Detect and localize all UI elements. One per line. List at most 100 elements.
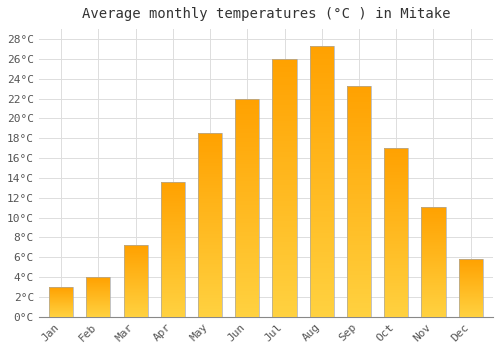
Bar — [384, 182, 408, 183]
Bar — [272, 314, 296, 317]
Bar — [160, 295, 185, 296]
Bar — [160, 236, 185, 237]
Bar — [235, 101, 260, 103]
Bar — [422, 233, 446, 234]
Bar — [458, 265, 483, 266]
Bar — [272, 214, 296, 216]
Bar — [422, 235, 446, 236]
Bar — [422, 274, 446, 275]
Bar — [160, 293, 185, 294]
Bar — [160, 233, 185, 235]
Bar — [347, 243, 371, 245]
Bar — [86, 313, 110, 314]
Bar — [124, 269, 148, 270]
Bar — [384, 189, 408, 190]
Bar — [310, 46, 334, 317]
Bar — [86, 281, 110, 282]
Bar — [235, 262, 260, 264]
Bar — [124, 310, 148, 311]
Bar — [235, 245, 260, 247]
Bar — [347, 303, 371, 305]
Bar — [124, 278, 148, 279]
Bar — [160, 314, 185, 315]
Bar — [124, 277, 148, 278]
Bar — [347, 194, 371, 197]
Bar — [384, 243, 408, 244]
Bar — [384, 268, 408, 270]
Bar — [310, 111, 334, 114]
Bar — [235, 240, 260, 243]
Bar — [422, 297, 446, 298]
Bar — [272, 74, 296, 77]
Bar — [272, 260, 296, 262]
Bar — [384, 172, 408, 174]
Bar — [124, 307, 148, 308]
Bar — [272, 183, 296, 185]
Bar — [235, 184, 260, 186]
Bar — [310, 54, 334, 57]
Bar — [198, 289, 222, 291]
Bar — [272, 134, 296, 136]
Bar — [160, 226, 185, 228]
Bar — [310, 246, 334, 249]
Bar — [272, 147, 296, 149]
Bar — [310, 254, 334, 257]
Bar — [422, 225, 446, 226]
Bar — [310, 73, 334, 76]
Bar — [272, 221, 296, 224]
Bar — [347, 236, 371, 238]
Bar — [384, 183, 408, 185]
Bar — [422, 310, 446, 311]
Bar — [384, 152, 408, 153]
Bar — [198, 139, 222, 141]
Bar — [198, 234, 222, 236]
Bar — [422, 220, 446, 221]
Bar — [198, 223, 222, 225]
Bar — [347, 185, 371, 187]
Bar — [160, 313, 185, 314]
Bar — [160, 283, 185, 285]
Bar — [198, 157, 222, 159]
Bar — [347, 268, 371, 271]
Bar — [235, 199, 260, 201]
Bar — [384, 187, 408, 189]
Bar — [347, 301, 371, 303]
Bar — [235, 310, 260, 313]
Bar — [235, 306, 260, 308]
Bar — [384, 249, 408, 251]
Bar — [310, 76, 334, 78]
Bar — [235, 120, 260, 122]
Bar — [384, 263, 408, 265]
Bar — [272, 105, 296, 108]
Bar — [235, 98, 260, 101]
Bar — [384, 259, 408, 261]
Bar — [160, 299, 185, 301]
Bar — [310, 189, 334, 192]
Bar — [160, 249, 185, 251]
Bar — [347, 106, 371, 109]
Bar — [272, 162, 296, 164]
Bar — [86, 279, 110, 280]
Bar — [422, 263, 446, 264]
Bar — [347, 192, 371, 194]
Bar — [124, 292, 148, 293]
Bar — [86, 307, 110, 308]
Bar — [235, 295, 260, 297]
Bar — [86, 280, 110, 281]
Bar — [310, 135, 334, 138]
Bar — [160, 205, 185, 206]
Bar — [86, 278, 110, 279]
Bar — [198, 256, 222, 258]
Bar — [384, 278, 408, 280]
Bar — [272, 61, 296, 64]
Bar — [160, 261, 185, 263]
Bar — [384, 156, 408, 158]
Bar — [384, 192, 408, 194]
Bar — [272, 131, 296, 134]
Bar — [160, 243, 185, 244]
Bar — [198, 240, 222, 242]
Bar — [160, 209, 185, 210]
Bar — [347, 174, 371, 176]
Bar — [384, 199, 408, 201]
Bar — [198, 221, 222, 223]
